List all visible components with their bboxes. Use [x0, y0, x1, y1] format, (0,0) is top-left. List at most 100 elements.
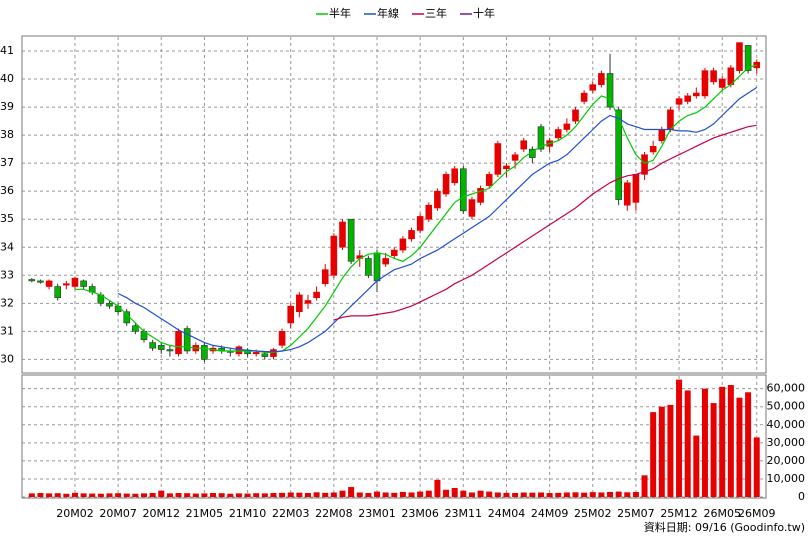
- candle-body: [399, 238, 407, 251]
- volume-bar: [615, 491, 622, 497]
- volume-bar: [736, 397, 743, 497]
- volume-bar: [434, 479, 441, 497]
- volume-bar: [330, 492, 337, 497]
- legend-label: 三年: [425, 6, 447, 20]
- y-tick-label: 32: [0, 296, 14, 309]
- y-tick-label: 37: [0, 156, 14, 169]
- y2-tick-label: 60,000: [767, 382, 806, 395]
- candle-body: [416, 216, 424, 231]
- candle-body: [45, 280, 53, 287]
- candle-body: [580, 92, 588, 102]
- volume-bar: [287, 492, 294, 497]
- candle-body: [287, 305, 295, 324]
- volume-bar: [261, 493, 268, 497]
- volume-bar: [494, 492, 501, 497]
- volume-bar: [54, 493, 61, 497]
- candle-body: [373, 252, 381, 282]
- candle-body: [80, 280, 87, 287]
- y-tick-label: 38: [0, 128, 14, 141]
- volume-bar: [382, 492, 389, 497]
- x-tick-label: 22M03: [272, 507, 310, 520]
- volume-bar: [175, 493, 182, 497]
- candle-body: [330, 235, 338, 276]
- y-tick-label: 31: [0, 324, 14, 337]
- volume-bar: [348, 487, 355, 497]
- candle-body: [563, 123, 571, 130]
- volume-bar: [192, 493, 199, 497]
- volume-bar: [313, 492, 320, 497]
- volume-bar: [641, 475, 648, 497]
- candle-body: [157, 345, 165, 350]
- candle-body: [451, 168, 458, 184]
- candle-body: [270, 349, 277, 357]
- x-tick-label: 25M02: [574, 507, 612, 520]
- candle-body: [494, 143, 502, 175]
- candle-body: [390, 249, 398, 256]
- y-tick-label: 39: [0, 100, 14, 113]
- candle-body: [278, 331, 286, 346]
- candle-body: [468, 199, 476, 217]
- volume-bar: [97, 493, 104, 497]
- volume-bar: [37, 493, 44, 497]
- candle-body: [511, 154, 519, 161]
- x-tick-label: 23M01: [358, 507, 396, 520]
- x-tick-label: 20M12: [143, 507, 181, 520]
- y2-tick-label: 20,000: [767, 454, 806, 467]
- candle-body: [28, 279, 36, 282]
- candle-body: [408, 230, 415, 240]
- candle-body: [477, 188, 484, 203]
- candle-body: [658, 129, 666, 142]
- volume-bar: [115, 493, 122, 497]
- candle-body: [442, 174, 450, 195]
- candle-body: [667, 109, 674, 130]
- candle-body: [503, 165, 510, 170]
- candle-body: [606, 73, 614, 108]
- candle-body: [675, 98, 683, 105]
- volume-bar: [477, 490, 484, 497]
- volume-bar: [710, 403, 717, 497]
- candle-body: [313, 291, 320, 299]
- volume-bar: [727, 385, 734, 497]
- candle-body: [321, 269, 329, 284]
- candle-body: [365, 258, 372, 276]
- candle-body: [736, 42, 743, 71]
- candle-body: [425, 204, 433, 220]
- x-tick-label: 23M06: [401, 507, 439, 520]
- candle-body: [54, 286, 62, 299]
- volume-bar: [512, 493, 519, 497]
- candle-body: [710, 70, 717, 83]
- candle-body: [261, 353, 269, 357]
- volume-bar: [503, 492, 510, 497]
- candle-body: [175, 331, 182, 355]
- volume-bar: [581, 492, 588, 497]
- candle-body: [296, 294, 303, 313]
- candle-body: [649, 146, 657, 153]
- volume-bar: [132, 493, 139, 497]
- volume-bar: [684, 390, 691, 497]
- candle-body: [684, 95, 691, 102]
- candle-body: [641, 154, 648, 175]
- candle-body: [623, 182, 631, 206]
- volume-bar: [417, 491, 424, 497]
- volume-bar: [166, 493, 173, 497]
- y2-tick-label: 10,000: [767, 472, 806, 485]
- y-tick-label: 30: [0, 352, 14, 365]
- volume-bar: [529, 492, 536, 497]
- candle-body: [744, 45, 752, 71]
- volume-bar: [149, 493, 156, 497]
- candle-body: [701, 70, 709, 97]
- candle-body: [632, 174, 640, 203]
- candle-body: [183, 328, 191, 352]
- x-tick-label: 22M08: [315, 507, 353, 520]
- volume-bar: [658, 406, 665, 497]
- y-tick-label: 35: [0, 212, 14, 225]
- volume-bar: [244, 493, 251, 497]
- y2-tick-label: 50,000: [767, 400, 806, 413]
- candle-body: [252, 352, 260, 355]
- y2-tick-label: 0: [798, 490, 805, 503]
- candle-body: [460, 168, 467, 212]
- volume-bar: [399, 491, 406, 497]
- volume-bar: [624, 492, 631, 497]
- volume-bar: [210, 493, 217, 497]
- candle-body: [63, 283, 70, 286]
